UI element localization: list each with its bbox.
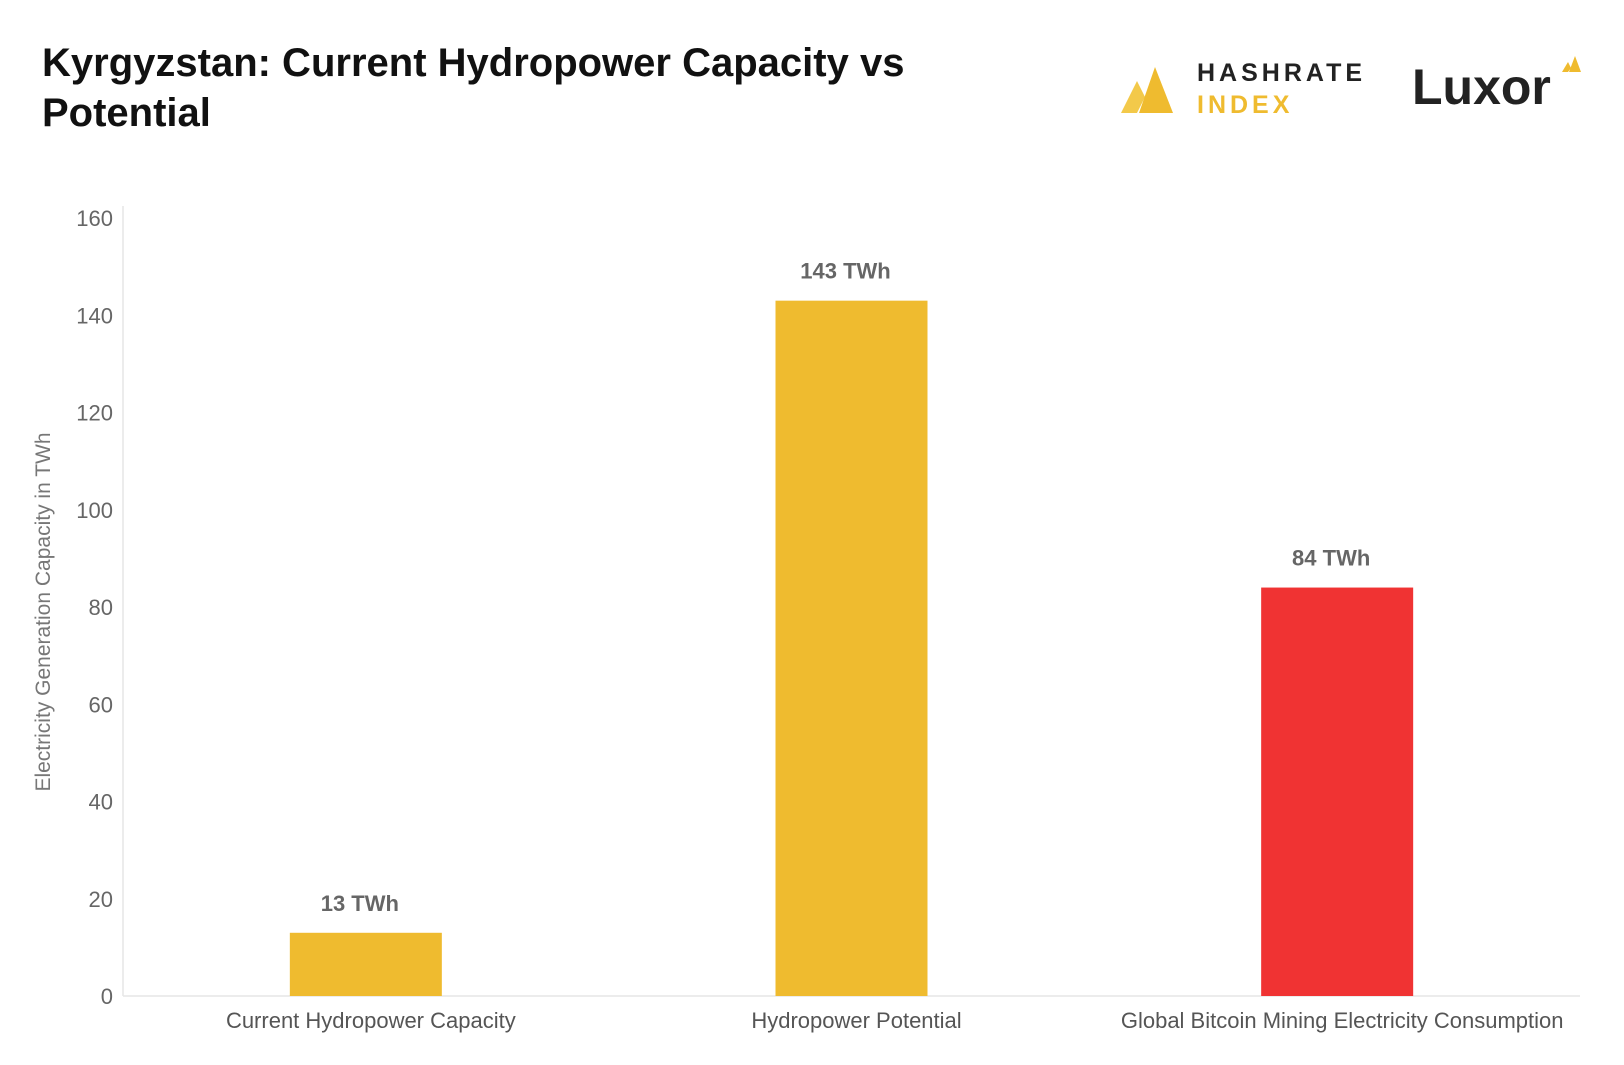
- x-tick-label: Current Hydropower Capacity: [226, 1008, 516, 1033]
- y-axis-label: Electricity Generation Capacity in TWh: [32, 432, 55, 791]
- y-tick-label: 40: [89, 790, 113, 815]
- luxor-logo: Luxor: [1412, 52, 1592, 122]
- chart-title: Kyrgyzstan: Current Hydropower Capacity …: [42, 41, 905, 135]
- x-tick-label: Global Bitcoin Mining Electricity Consum…: [1121, 1008, 1564, 1033]
- y-axis-label-group: Electricity Generation Capacity in TWh: [32, 432, 55, 791]
- luxor-logo-text: Luxor: [1412, 59, 1551, 115]
- data-labels: 13 TWh 143 TWh 84 TWh: [321, 259, 1371, 916]
- bar: [289, 932, 442, 996]
- data-label: 143 TWh: [800, 259, 890, 284]
- data-label: 84 TWh: [1292, 546, 1370, 571]
- bar: [1261, 587, 1414, 996]
- y-tick-label: 100: [76, 498, 113, 523]
- y-tick-label: 20: [89, 887, 113, 912]
- x-tick-labels: Current Hydropower Capacity Hydropower Po…: [226, 1008, 1564, 1033]
- y-ticks: 0 20 40 60 80 100 120 140 160: [76, 206, 113, 1009]
- bars: [289, 300, 1414, 997]
- y-tick-label: 120: [76, 401, 113, 426]
- y-tick-label: 0: [101, 984, 113, 1009]
- bar: [775, 300, 928, 997]
- y-tick-label: 160: [76, 206, 113, 231]
- index-logo-text: INDEX: [1197, 91, 1294, 119]
- data-label: 13 TWh: [321, 891, 399, 916]
- hashrate-index-logo: HASHRATE INDEX: [1115, 55, 1375, 125]
- y-tick-label: 140: [76, 303, 113, 328]
- y-tick-label: 80: [89, 595, 113, 620]
- hashrate-logo-text: HASHRATE: [1197, 59, 1367, 87]
- luxor-logo-icon: [1562, 56, 1581, 72]
- x-tick-label: Hydropower Potential: [751, 1008, 961, 1033]
- y-tick-label: 60: [89, 692, 113, 717]
- hashrate-index-logo-icon: [1121, 67, 1173, 113]
